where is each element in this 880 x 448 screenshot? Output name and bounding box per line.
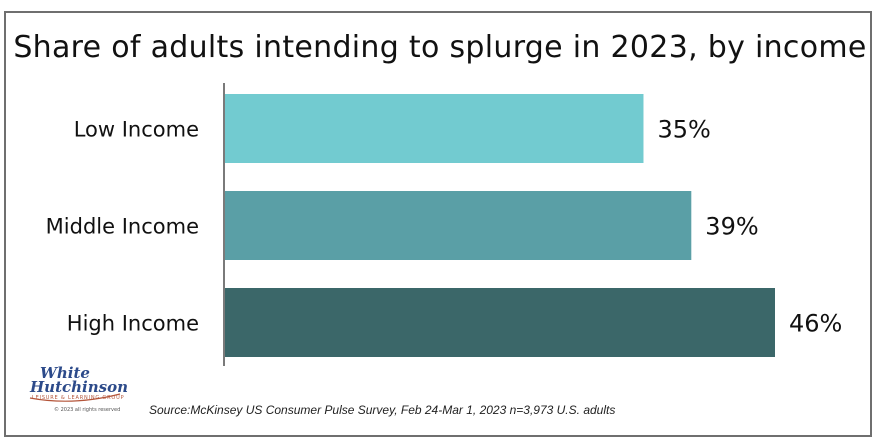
category-label: Low Income: [74, 118, 199, 142]
logo-swoosh-icon: [29, 393, 121, 402]
category-label: High Income: [67, 312, 199, 336]
logo-copyright: © 2023 all rights reserved: [54, 407, 121, 413]
logo-line2: Hutchinson: [30, 378, 129, 396]
logo-line1: White: [40, 364, 90, 382]
bar-middle-income: [225, 191, 692, 260]
category-label: Middle Income: [46, 215, 199, 239]
logo-tagline: LEISURE & LEARNING GROUP: [32, 395, 125, 401]
value-label: 39%: [705, 213, 758, 241]
bar-high-income: [225, 288, 775, 357]
value-label: 46%: [789, 310, 842, 338]
source-note: Source:McKinsey US Consumer Pulse Survey…: [149, 403, 616, 417]
chart-title: Share of adults intending to splurge in …: [13, 30, 867, 65]
bar-low-income: [225, 94, 644, 163]
value-label: 35%: [657, 116, 710, 144]
white-hutchinson-logo: White Hutchinson LEISURE & LEARNING GROU…: [28, 364, 128, 426]
